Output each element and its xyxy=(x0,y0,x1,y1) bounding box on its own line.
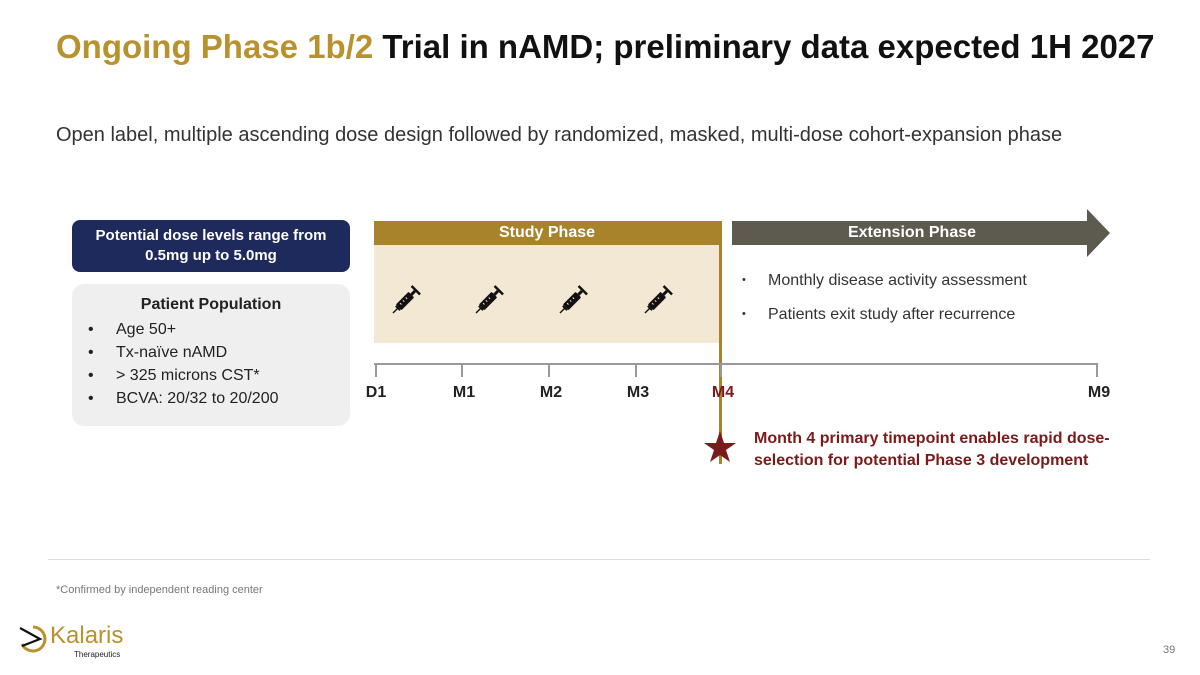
patient-population-box: Patient Population Age 50+ Tx-naïve nAMD… xyxy=(72,284,350,426)
timeline-tick xyxy=(720,363,722,377)
timeline-label-m4: M4 xyxy=(711,384,735,401)
timeline-label-m9: M9 xyxy=(1087,384,1111,401)
dose-levels-box: Potential dose levels range from 0.5mg u… xyxy=(72,220,350,272)
extension-phase-label: Extension Phase xyxy=(847,224,977,241)
timeline-tick xyxy=(375,363,377,377)
syringe-icon xyxy=(551,280,593,322)
m4-note: Month 4 primary timepoint enables rapid … xyxy=(754,430,1110,469)
timeline-tick xyxy=(1096,363,1098,377)
timeline-label-m1: M1 xyxy=(452,384,476,401)
population-item: > 325 microns CST* xyxy=(88,364,334,387)
population-item: BCVA: 20/32 to 20/200 xyxy=(88,387,334,410)
timeline-label-m2: M2 xyxy=(539,384,563,401)
star-icon xyxy=(704,431,736,462)
page-title: Ongoing Phase 1b/2 Trial in nAMD; prelim… xyxy=(56,26,1156,68)
extension-bullet: Patients exit study after recurrence xyxy=(742,306,1015,324)
timeline-tick xyxy=(548,363,550,377)
divider xyxy=(48,559,1150,560)
logo-name: Kalaris xyxy=(50,622,124,649)
footnote: *Confirmed by independent reading center xyxy=(56,584,263,596)
timeline-axis xyxy=(374,363,1097,365)
timeline-label-m3: M3 xyxy=(626,384,650,401)
extension-phase-arrow xyxy=(732,209,1110,257)
syringe-icon xyxy=(384,280,426,322)
subtitle: Open label, multiple ascending dose desi… xyxy=(56,124,1063,146)
logo-mark-icon xyxy=(19,625,47,653)
population-item: Age 50+ xyxy=(88,318,334,341)
syringe-icon xyxy=(636,280,678,322)
timeline-label-d1: D1 xyxy=(365,384,387,401)
population-title: Patient Population xyxy=(140,296,282,313)
m4-marker-line xyxy=(719,221,722,464)
syringe-icon xyxy=(467,280,509,322)
page-number: 39 xyxy=(1163,644,1176,656)
study-phase-header: Study Phase xyxy=(374,221,720,245)
timeline-tick xyxy=(461,363,463,377)
timeline-tick xyxy=(635,363,637,377)
title-highlight: Ongoing Phase 1b/2 xyxy=(56,28,374,65)
title-rest: Trial in nAMD; preliminary data expected… xyxy=(373,28,1155,65)
extension-bullet: Monthly disease activity assessment xyxy=(742,272,1027,290)
logo-sub: Therapeutics xyxy=(74,650,121,659)
population-item: Tx-naïve nAMD xyxy=(88,341,334,364)
